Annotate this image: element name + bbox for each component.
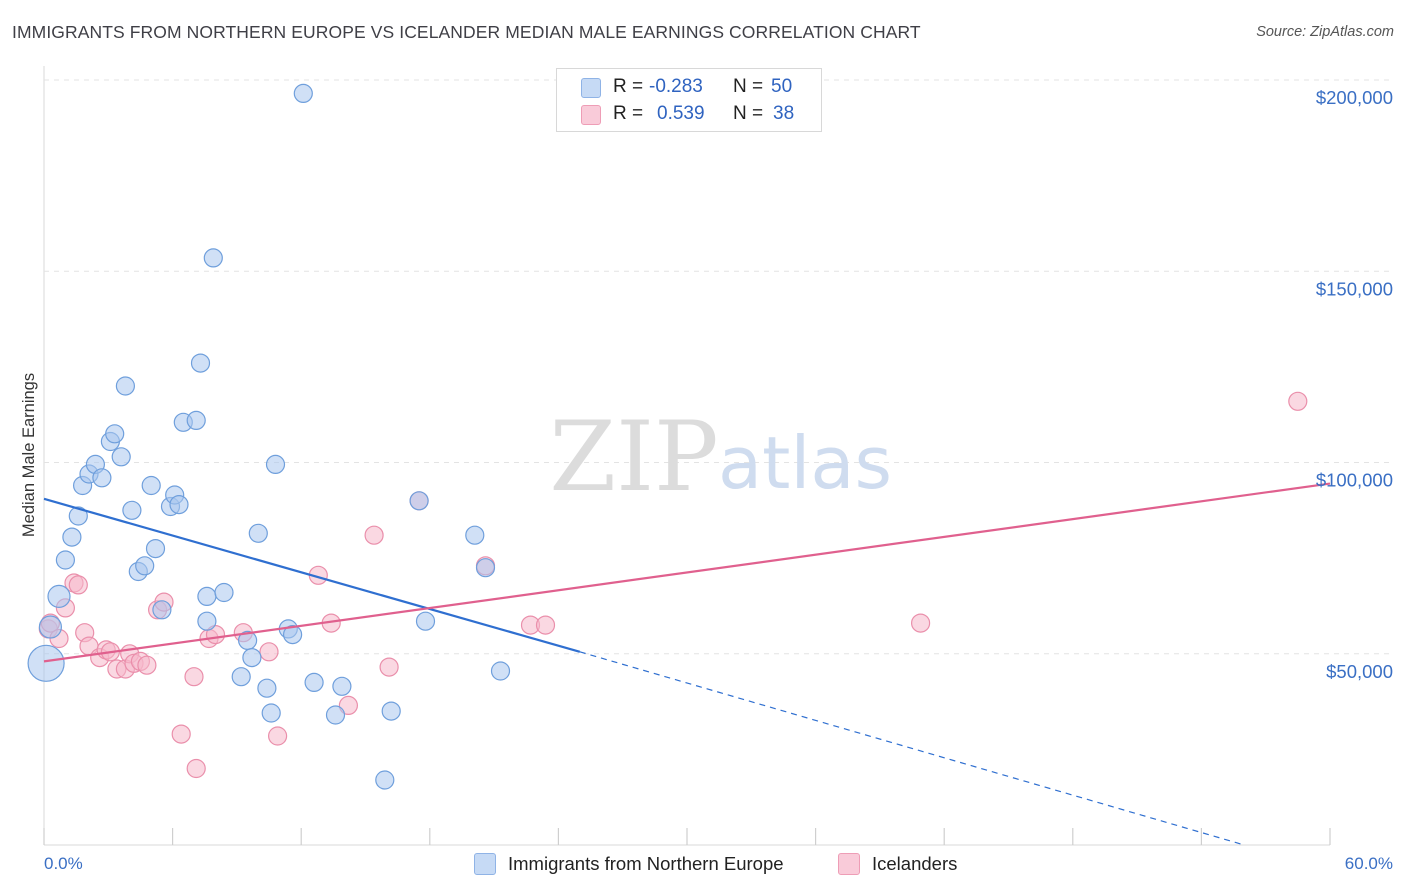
x-axis-ticks (43, 828, 1331, 845)
series-swatch-pink (838, 853, 860, 875)
watermark-atlas: atlas (718, 421, 892, 505)
point-northern-europe (92, 468, 112, 488)
point-northern-europe (135, 556, 155, 576)
y-axis-tick-labels: $50,000 $100,000 $150,000 $200,000 (1316, 87, 1393, 682)
x-tick-label-max: 60.0% (1345, 854, 1393, 873)
point-northern-europe (475, 558, 496, 578)
y-tick-label: $150,000 (1316, 278, 1393, 299)
legend-row-northern-europe: R = -0.283 N = 50 (557, 74, 821, 100)
series-swatch-blue (474, 853, 496, 875)
point-icelanders (268, 726, 288, 746)
point-northern-europe (122, 500, 142, 520)
chart-title: IMMIGRANTS FROM NORTHERN EUROPE VS ICELA… (12, 22, 921, 42)
point-northern-europe (38, 615, 63, 639)
point-northern-europe (152, 600, 172, 620)
point-northern-europe (248, 523, 268, 543)
point-northern-europe (111, 447, 131, 467)
point-northern-europe (145, 538, 166, 559)
point-northern-europe (190, 353, 211, 373)
point-icelanders (364, 525, 384, 545)
trend-line-northern-europe (43, 497, 581, 653)
point-northern-europe (257, 678, 277, 698)
trend-lines (43, 482, 1331, 846)
point-northern-europe (197, 611, 217, 631)
legend-n-label: N = (733, 103, 764, 124)
watermark: ZIP atlas (549, 401, 892, 513)
point-icelanders (186, 758, 206, 779)
point-northern-europe (214, 582, 234, 603)
point-northern-europe (381, 701, 401, 721)
point-northern-europe (141, 475, 161, 496)
point-northern-europe (47, 584, 71, 609)
trend-line-icelanders (43, 482, 1331, 663)
point-northern-europe (375, 770, 395, 790)
point-northern-europe (231, 667, 251, 687)
point-northern-europe (68, 506, 88, 526)
point-northern-europe (242, 647, 262, 668)
legend-swatch-blue (581, 78, 601, 98)
point-northern-europe (332, 676, 352, 696)
legend-n-value: 50 (771, 76, 793, 97)
point-icelanders (171, 724, 191, 744)
point-northern-europe (197, 586, 217, 607)
y-tick-label: $50,000 (1326, 661, 1393, 682)
point-northern-europe (283, 624, 303, 645)
point-icelanders (137, 655, 157, 675)
point-northern-europe (293, 83, 313, 104)
y-axis-label: Median Male Earnings (20, 373, 38, 537)
trend-line-northern-europe-extension (579, 651, 1245, 846)
point-northern-europe (325, 705, 346, 725)
series-label: Icelanders (872, 853, 958, 874)
point-northern-europe (490, 661, 511, 681)
point-northern-europe (465, 525, 485, 545)
point-northern-europe (55, 550, 76, 570)
point-icelanders (535, 615, 556, 635)
source-credit: Source: ZipAtlas.com (1256, 24, 1394, 40)
data-points (27, 83, 1308, 790)
point-icelanders (259, 642, 279, 662)
point-northern-europe (265, 454, 286, 474)
legend-r-label: R = (613, 76, 644, 97)
legend-r-value: -0.283 (649, 76, 703, 97)
legend-n-label: N = (733, 76, 764, 97)
point-northern-europe (409, 491, 429, 511)
point-northern-europe (186, 410, 206, 430)
y-tick-label: $100,000 (1316, 470, 1393, 491)
point-northern-europe (27, 644, 65, 682)
point-icelanders (184, 667, 204, 687)
point-icelanders (379, 657, 399, 677)
legend-r-label: R = (613, 103, 644, 124)
point-icelanders (910, 613, 931, 633)
point-icelanders (338, 695, 358, 716)
point-northern-europe (203, 248, 223, 268)
point-northern-europe (415, 611, 436, 631)
point-icelanders (68, 575, 88, 595)
point-northern-europe (261, 703, 281, 723)
legend-row-icelanders: R = 0.539 N = 38 (557, 101, 821, 127)
point-icelanders (1288, 391, 1308, 411)
point-northern-europe (169, 495, 189, 515)
legend-r-value: 0.539 (657, 103, 705, 124)
point-northern-europe (304, 672, 324, 693)
y-tick-label: $200,000 (1316, 87, 1393, 108)
point-northern-europe (105, 424, 125, 444)
watermark-zip: ZIP (549, 401, 718, 513)
correlation-legend: R = -0.283 N = 50 R = 0.539 N = 38 (556, 68, 822, 132)
series-label: Immigrants from Northern Europe (508, 853, 784, 874)
point-northern-europe (62, 527, 82, 547)
x-tick-label-min: 0.0% (44, 854, 83, 873)
legend-n-value: 38 (773, 103, 795, 124)
point-northern-europe (115, 376, 136, 396)
legend-swatch-pink (581, 105, 601, 125)
